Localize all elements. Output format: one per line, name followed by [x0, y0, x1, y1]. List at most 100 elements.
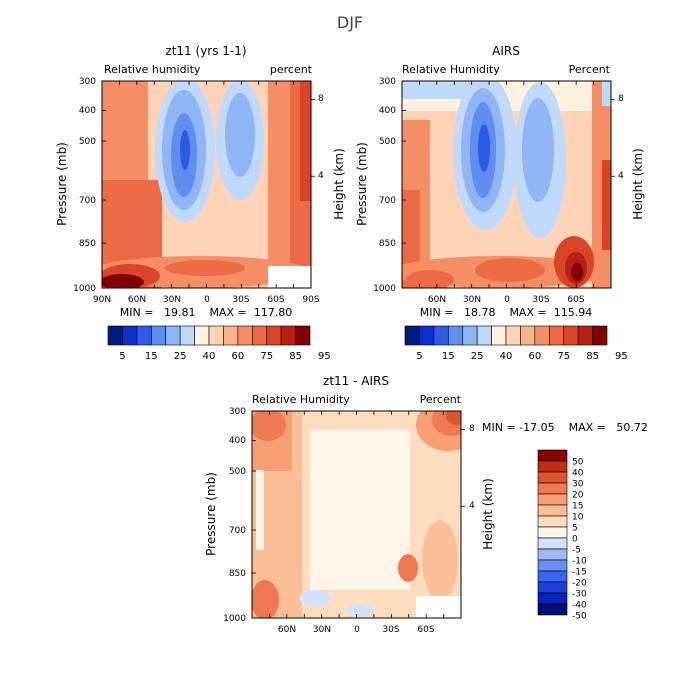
colorbar-swatch [537, 537, 568, 550]
colorbar-swatch [208, 325, 224, 346]
contour-field [252, 411, 461, 618]
colorbar-label: 0 [572, 535, 578, 545]
x-tick-30n: 30N [163, 295, 181, 305]
min-max-stats: MIN = 18.78 MAX = 115.94 [420, 306, 592, 319]
colorbar-swatch [404, 325, 420, 346]
colorbar-label: 15 [442, 351, 455, 362]
x-tick-90n: 90N [93, 295, 111, 305]
colorbar-swatch [266, 325, 282, 346]
x-tick-30n: 30N [313, 625, 331, 635]
colorbar-label: -15 [572, 568, 587, 578]
colorbar-swatch [237, 325, 253, 346]
y-tick-700: 700 [229, 526, 246, 536]
contour-field [102, 81, 311, 288]
height-axis-label: Height (km) [631, 148, 645, 219]
panel-subtitle-left: Relative humidity [104, 63, 201, 76]
panel-title: AIRS [492, 44, 520, 58]
colorbar-swatch [537, 460, 568, 473]
tick-marks [401, 80, 615, 289]
colorbar-label: 25 [174, 351, 187, 362]
colorbar-swatch [447, 325, 464, 346]
colorbar-swatch [150, 325, 167, 346]
colorbar-swatch [520, 325, 536, 346]
x-tick-30s: 30S [232, 295, 249, 305]
height-tick-4: 4 [618, 171, 624, 181]
colorbar-swatch [251, 325, 268, 346]
colorbar-label: -30 [572, 590, 587, 600]
panel-subtitle-left: Relative Humidity [252, 393, 350, 406]
y-tick-400: 400 [379, 106, 396, 116]
colorbar-label: 95 [318, 351, 331, 362]
colorbar-label: -10 [572, 557, 587, 567]
panel-title: zt11 (yrs 1-1) [165, 44, 246, 58]
x-tick-30s: 30S [382, 625, 399, 635]
colorbar-swatch [165, 325, 181, 346]
colorbar-label: 75 [557, 351, 570, 362]
x-tick-90s: 90S [302, 295, 319, 305]
colorbar-label: 50 [572, 458, 584, 468]
colorbar-label: -20 [572, 579, 587, 589]
colorbar-label: 40 [500, 351, 513, 362]
x-tick-eq: 0 [504, 295, 510, 305]
tick-marks [251, 410, 465, 619]
colorbar-label: -40 [572, 601, 587, 611]
colorbar-label: 60 [231, 351, 244, 362]
colorbar-label: 25 [471, 351, 484, 362]
colorbar-label: 5 [119, 351, 125, 362]
colorbar-label: 30 [572, 480, 584, 490]
panel-model: zt11 (yrs 1-1) Relative humidity percent… [55, 44, 346, 362]
colorbar-swatch [491, 325, 507, 346]
colorbar-swatch [194, 325, 210, 346]
colorbar-label: 15 [572, 502, 583, 512]
y-tick-300: 300 [379, 77, 396, 87]
colorbar-swatch [537, 449, 568, 462]
colorbar-swatch [537, 504, 568, 517]
y-tick-300: 300 [229, 407, 246, 417]
colorbar-swatch [122, 325, 138, 346]
x-tick-30n: 30N [463, 295, 481, 305]
colorbar-label: 85 [289, 351, 302, 362]
colorbar-swatch [136, 325, 152, 346]
y-tick-500: 500 [379, 137, 396, 147]
colorbar-label: 95 [615, 351, 628, 362]
colorbar-label: 40 [203, 351, 216, 362]
height-tick-8: 8 [618, 94, 624, 104]
colorbar-label: 85 [586, 351, 599, 362]
colorbar-swatch [476, 325, 492, 346]
height-tick-4: 4 [318, 171, 324, 181]
colorbar-swatch [537, 570, 568, 583]
colorbar-swatch [537, 592, 568, 605]
panel-subtitle-right: Percent [420, 393, 462, 406]
colorbar-label: 5 [572, 524, 578, 534]
colorbar-swatch [537, 515, 568, 528]
y-tick-850: 850 [229, 569, 246, 579]
colorbar-label: 5 [416, 351, 422, 362]
y-tick-700: 700 [379, 196, 396, 206]
colorbar-swatch [534, 325, 550, 346]
colorbar-swatch [592, 325, 608, 346]
colorbar-swatch [462, 325, 478, 346]
colorbar-label: 10 [572, 513, 584, 523]
height-axis-label: Height (km) [481, 478, 495, 549]
panel-subtitle-right: Percent [569, 63, 611, 76]
colorbar-swatch [537, 526, 568, 539]
colorbar-swatch [577, 325, 593, 346]
y-tick-850: 850 [79, 239, 96, 249]
tick-marks [101, 80, 315, 289]
y-tick-500: 500 [229, 467, 246, 477]
y-tick-500: 500 [79, 137, 96, 147]
colorbar-label: 20 [572, 491, 584, 501]
colorbar: 5 15 25 40 60 75 85 95 [107, 325, 331, 362]
colorbar-swatch [223, 325, 239, 346]
min-max-stats: MIN = -17.05 MAX = 50.72 [482, 421, 648, 434]
height-tick-8: 8 [318, 94, 324, 104]
figure-title: DJF [337, 13, 363, 32]
colorbar-swatch [107, 325, 123, 346]
colorbar-label: 75 [260, 351, 273, 362]
colorbar-swatch [537, 482, 568, 495]
y-tick-850: 850 [379, 239, 396, 249]
colorbar-label: -50 [572, 612, 587, 622]
x-tick-eq: 0 [354, 625, 360, 635]
y-tick-300: 300 [79, 77, 96, 87]
